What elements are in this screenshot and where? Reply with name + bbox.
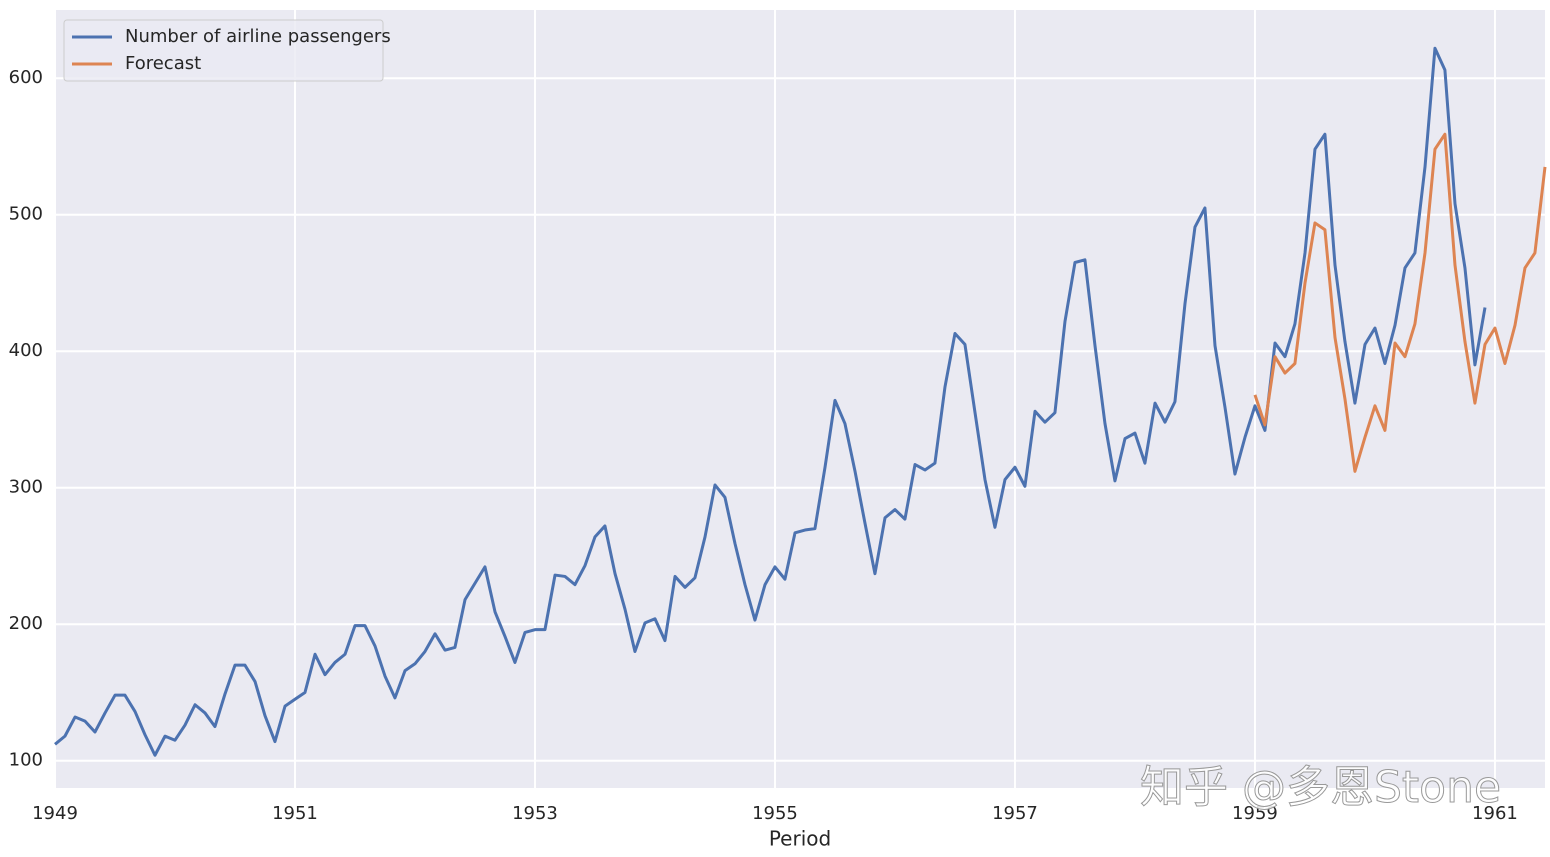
legend-label: Number of airline passengers bbox=[125, 26, 391, 47]
watermark: 知乎 @多恩Stone bbox=[1140, 762, 1501, 813]
legend: Number of airline passengers Forecast bbox=[63, 19, 391, 82]
legend-label: Forecast bbox=[125, 53, 201, 74]
y-tick-label: 200 bbox=[9, 613, 43, 634]
lines bbox=[54, 46, 1547, 757]
x-axis-label: Period bbox=[769, 827, 831, 851]
y-tick-label: 500 bbox=[9, 204, 43, 225]
legend-box bbox=[63, 19, 384, 82]
axes: 100 200 300 400 500 600 1949 1951 1953 1955 1957 19… bbox=[9, 67, 1518, 824]
y-tick-label: 100 bbox=[9, 750, 43, 771]
x-tick-label: 1961 bbox=[1472, 803, 1518, 824]
plot-area bbox=[55, 10, 1545, 788]
x-tick-label: 1959 bbox=[1232, 803, 1278, 824]
y-tick-label: 400 bbox=[9, 340, 43, 361]
x-tick-label: 1949 bbox=[32, 803, 78, 824]
y-tick-label: 600 bbox=[9, 67, 43, 88]
series-line bbox=[1253, 132, 1547, 473]
x-tick-label: 1953 bbox=[512, 803, 558, 824]
series-line bbox=[54, 46, 1487, 757]
x-tick-label: 1955 bbox=[752, 803, 798, 824]
y-tick-label: 300 bbox=[9, 477, 43, 498]
x-tick-label: 1951 bbox=[272, 803, 318, 824]
x-tick-label: 1957 bbox=[992, 803, 1038, 824]
